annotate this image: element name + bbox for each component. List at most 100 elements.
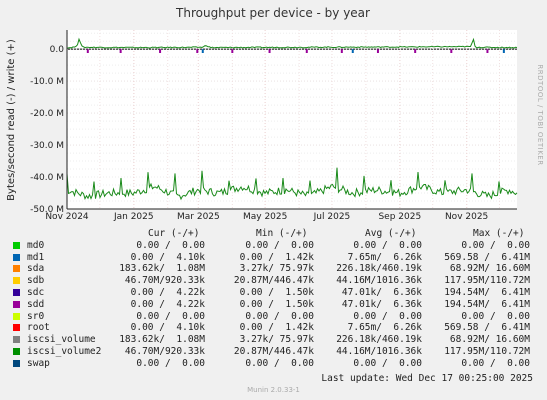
legend-cur: 0.00 / 4.22k xyxy=(130,298,205,310)
legend-min: 3.27k/ 75.97k xyxy=(239,334,314,346)
x-tick-label: Jul 2025 xyxy=(313,212,351,222)
legend-row: md0 0.00 / 0.00 0.00 / 0.00 0.00 / 0.00 0.00… xyxy=(13,240,534,252)
legend-avg: 0.00 / 0.00 xyxy=(353,357,422,369)
header-min: Min (-/+) xyxy=(256,228,308,239)
legend-avg: 44.16M/1016.36k xyxy=(336,275,422,287)
y-tick-label: 0.0 xyxy=(50,45,65,55)
x-tick-label: Mar 2025 xyxy=(177,212,220,222)
x-tick-label: May 2025 xyxy=(243,212,287,222)
rrdtool-credit: RRDTOOL / TOBI OETIKER xyxy=(536,64,544,165)
legend-min: 0.00 / 1.42k xyxy=(239,322,314,334)
legend-max: 0.00 / 0.00 xyxy=(461,239,530,251)
legend-row: iscsi_volume 183.62k/ 1.08M 3.27k/ 75.97k 2… xyxy=(13,334,534,346)
legend-max: 194.54M/ 6.41M xyxy=(444,286,530,298)
legend-avg: 7.65m/ 6.26k xyxy=(347,251,422,263)
legend-row: sdd 0.00 / 4.22k 0.00 / 1.50k 47.01k/ 6.36k… xyxy=(13,299,534,311)
y-tick-label: -20.0 M xyxy=(30,109,64,119)
legend-name: iscsi_volume xyxy=(27,334,96,346)
legend-avg: 7.65m/ 6.26k xyxy=(347,322,422,334)
legend-name: root xyxy=(27,322,50,334)
legend: Cur (-/+) Min (-/+) Avg (-/+) Max (-/+) … xyxy=(13,228,534,370)
header-cur: Cur (-/+) xyxy=(148,228,200,239)
munin-version: Munin 2.0.33-1 xyxy=(247,386,300,394)
legend-cur: 0.00 / 4.22k xyxy=(130,286,205,298)
chart-title: Throughput per device - by year xyxy=(175,6,370,20)
legend-cur: 0.00 / 0.00 xyxy=(136,239,205,251)
legend-row: sda 183.62k/ 1.08M 3.27k/ 75.97k 226.18k/46… xyxy=(13,263,534,275)
legend-avg: 226.18k/460.19k xyxy=(336,263,422,275)
legend-swatch xyxy=(13,312,20,320)
legend-cur: 0.00 / 0.00 xyxy=(136,310,205,322)
last-update-text: Last update: Wed Dec 17 00:25:00 2025 xyxy=(321,373,533,384)
legend-swatch xyxy=(13,265,20,273)
legend-name: md0 xyxy=(27,239,45,251)
legend-name: swap xyxy=(27,357,50,369)
legend-avg: 47.01k/ 6.36k xyxy=(341,298,422,310)
legend-name: sdd xyxy=(27,298,45,310)
x-tick-label: Nov 2024 xyxy=(45,212,89,222)
legend-min: 0.00 / 1.42k xyxy=(239,251,314,263)
legend-name: md1 xyxy=(27,251,45,263)
legend-min: 20.87M/446.47k xyxy=(233,275,314,287)
legend-avg: 0.00 / 0.00 xyxy=(353,239,422,251)
legend-avg: 47.01k/ 6.36k xyxy=(341,286,422,298)
legend-row: sr0 0.00 / 0.00 0.00 / 0.00 0.00 / 0.00 0.00… xyxy=(13,311,534,323)
throughput-chart: Throughput per device - by year Bytes/se… xyxy=(6,6,544,222)
x-tick-label: Sep 2025 xyxy=(378,212,421,222)
legend-name: sdb xyxy=(27,275,45,287)
legend-min: 20.87M/446.47k xyxy=(233,345,314,357)
legend-row: swap 0.00 / 0.00 0.00 / 0.00 0.00 / 0.00 0.0… xyxy=(13,358,534,370)
legend-avg: 0.00 / 0.00 xyxy=(353,310,422,322)
legend-min: 0.00 / 1.50k xyxy=(239,298,314,310)
legend-row: sdc 0.00 / 4.22k 0.00 / 1.50k 47.01k/ 6.36k… xyxy=(13,287,534,299)
legend-swatch xyxy=(13,336,20,344)
legend-row: root 0.00 / 4.10k 0.00 / 1.42k 7.65m/ 6.26k… xyxy=(13,322,534,334)
legend-name: sda xyxy=(27,263,45,275)
legend-cur: 183.62k/ 1.08M xyxy=(119,334,205,346)
legend-swatch xyxy=(13,241,20,249)
legend-swatch xyxy=(13,288,20,296)
plot-area xyxy=(67,30,517,209)
legend-cur: 0.00 / 0.00 xyxy=(136,357,205,369)
legend-avg: 226.18k/460.19k xyxy=(336,334,422,346)
legend-max: 0.00 / 0.00 xyxy=(461,310,530,322)
legend-name: iscsi_volume2 xyxy=(27,345,102,357)
y-tick-label: -30.0 M xyxy=(30,141,64,151)
y-ticks: 0.0 -10.0 M -20.0 M -30.0 M -40.0 M -50.0 M xyxy=(30,45,64,215)
header-max: Max (-/+) xyxy=(473,228,525,239)
legend-cur: 46.70M/920.33k xyxy=(124,345,205,357)
legend-cur: 0.00 / 4.10k xyxy=(130,251,205,263)
series-group xyxy=(66,37,518,201)
legend-max: 117.95M/110.72M xyxy=(444,345,530,357)
legend-max: 0.00 / 0.00 xyxy=(461,357,530,369)
legend-avg: 44.16M/1016.36k xyxy=(336,345,422,357)
legend-row: iscsi_volume2 46.70M/920.33k 20.87M/446.47… xyxy=(13,346,534,358)
header-avg: Avg (-/+) xyxy=(365,228,417,239)
legend-min: 3.27k/ 75.97k xyxy=(239,263,314,275)
legend-cur: 46.70M/920.33k xyxy=(124,275,205,287)
legend-max: 569.58 / 6.41M xyxy=(444,251,530,263)
series-line xyxy=(66,167,518,201)
y-tick-label: -50.0 M xyxy=(30,205,64,215)
legend-max: 569.58 / 6.41M xyxy=(444,322,530,334)
legend-swatch xyxy=(13,253,20,261)
y-axis-label: Bytes/second read (-) / write (+) xyxy=(6,39,17,201)
legend-name: sr0 xyxy=(27,310,45,322)
legend-swatch xyxy=(13,324,20,332)
legend-cur: 183.62k/ 1.08M xyxy=(119,263,205,275)
x-tick-label: Jan 2025 xyxy=(113,212,154,222)
series-line xyxy=(66,37,518,49)
legend-max: 68.92M/ 16.60M xyxy=(449,334,530,346)
legend-swatch xyxy=(13,277,20,285)
legend-max: 117.95M/110.72M xyxy=(444,275,530,287)
x-tick-label: Nov 2025 xyxy=(445,212,488,222)
legend-min: 0.00 / 0.00 xyxy=(245,310,314,322)
legend-swatch xyxy=(13,300,20,308)
legend-max: 68.92M/ 16.60M xyxy=(449,263,530,275)
legend-max: 194.54M/ 6.41M xyxy=(444,298,530,310)
legend-min: 0.00 / 1.50k xyxy=(239,286,314,298)
y-tick-label: -40.0 M xyxy=(30,173,64,183)
legend-min: 0.00 / 0.00 xyxy=(245,239,314,251)
legend-header: Cur (-/+) Min (-/+) Avg (-/+) Max (-/+) xyxy=(13,228,534,240)
legend-row: md1 0.00 / 4.10k 0.00 / 1.42k 7.65m/ 6.26k 5… xyxy=(13,252,534,264)
